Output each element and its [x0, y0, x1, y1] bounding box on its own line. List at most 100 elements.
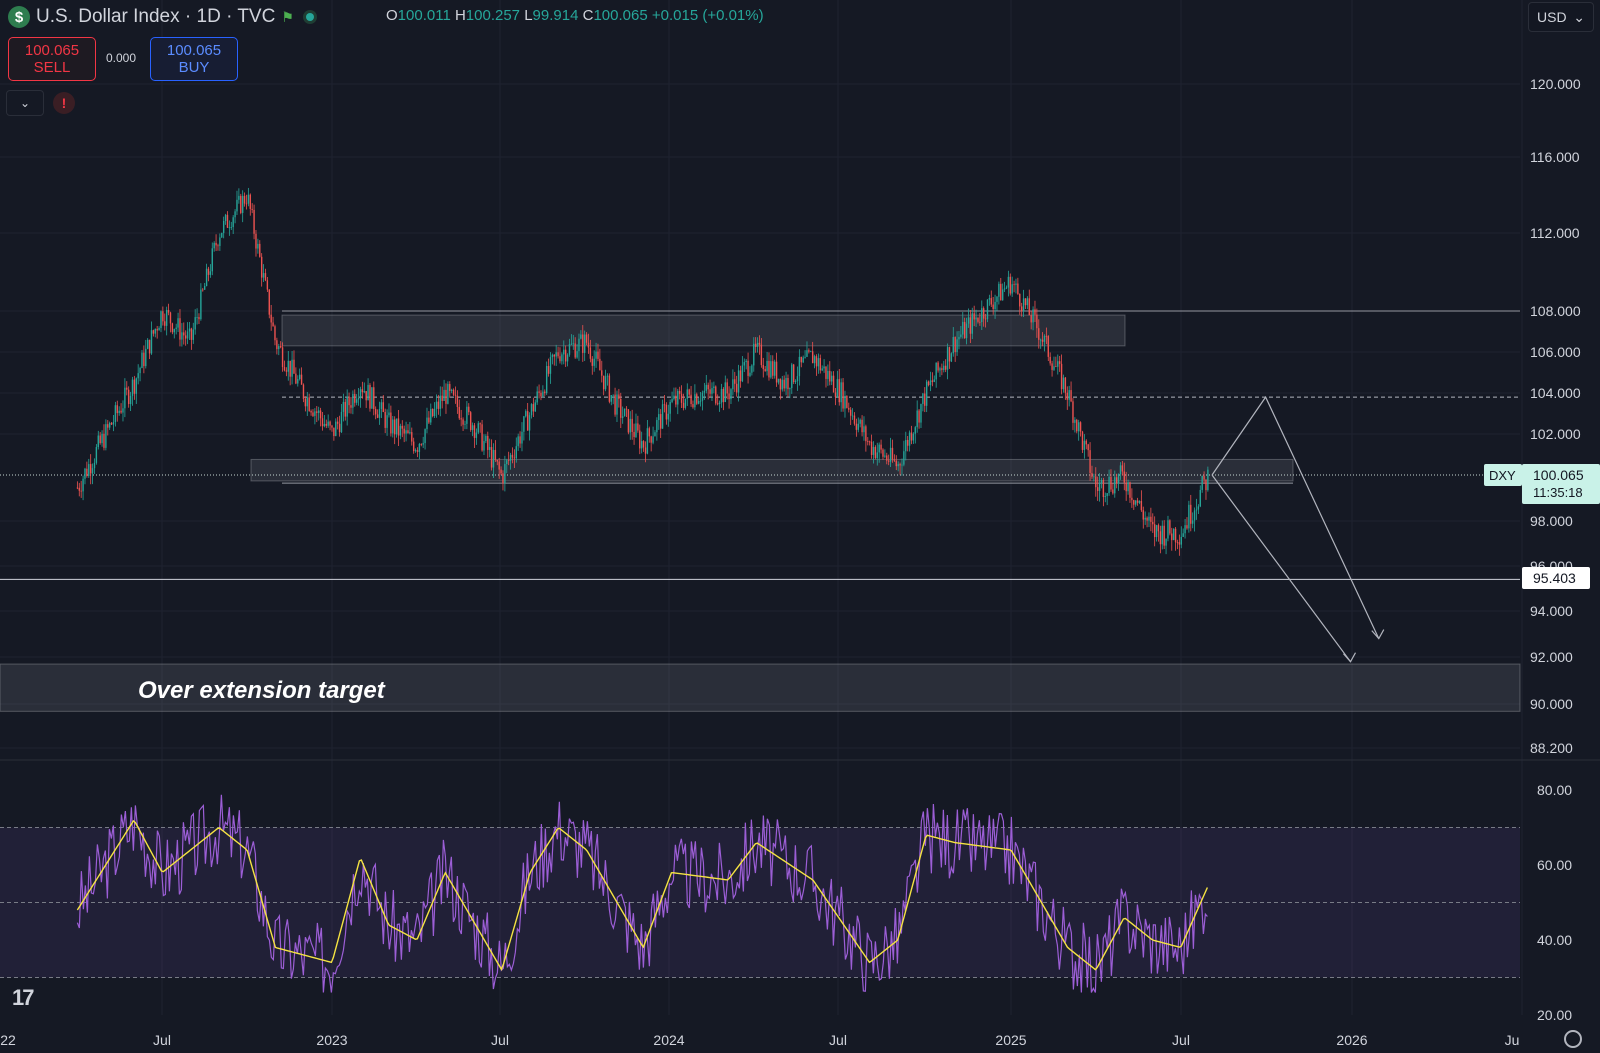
flag-icon[interactable]: ⚑ — [281, 8, 294, 25]
candle-body — [221, 232, 223, 238]
candle-body — [80, 490, 82, 492]
candle-body — [794, 381, 797, 383]
candle-body — [574, 343, 576, 358]
candle-body — [1083, 440, 1086, 450]
candle-body — [773, 361, 776, 376]
candle-body — [578, 338, 580, 352]
candle-body — [382, 402, 384, 412]
candle-body — [403, 428, 405, 434]
symbol-header[interactable]: $ U.S. Dollar Index · 1D · TVC ⚑ — [8, 4, 318, 30]
candle-body — [471, 425, 474, 430]
candle-body — [431, 408, 434, 417]
candle-body — [547, 366, 550, 374]
price-axis-label: 106.000 — [1530, 344, 1581, 360]
candle-body — [156, 328, 158, 331]
candle-body — [538, 391, 540, 393]
candle-body — [177, 318, 179, 328]
currency-select[interactable]: USD ⌄ — [1528, 2, 1594, 32]
candle-body — [796, 376, 799, 382]
candle-body — [1036, 314, 1038, 329]
candle-body — [1134, 500, 1137, 505]
candle-body — [122, 408, 124, 413]
candle-body — [678, 390, 681, 394]
candle-body — [901, 464, 903, 466]
candle-body — [867, 441, 869, 442]
tradingview-logo[interactable]: 17 — [12, 985, 35, 1010]
candle-body — [644, 447, 647, 454]
buy-button[interactable]: 100.065 BUY — [150, 37, 238, 81]
rsi-ma-line — [76, 819, 1209, 971]
candle-body — [555, 352, 557, 357]
collapse-legend-button[interactable]: ⌄ — [6, 90, 44, 116]
candle-body — [1032, 309, 1034, 323]
price-axis-label: 120.000 — [1530, 76, 1581, 92]
candle-body — [1015, 283, 1017, 285]
candle-body — [219, 237, 221, 246]
candle-body — [1207, 469, 1209, 491]
candle-body — [977, 317, 979, 322]
candle-body — [249, 194, 251, 209]
settings-icon[interactable] — [1564, 1030, 1582, 1048]
projection-path-1 — [1211, 395, 1380, 639]
rsi-axis-label: 60.00 — [1537, 857, 1572, 873]
candle-body — [1095, 476, 1097, 488]
candle-body — [975, 317, 977, 320]
candle-body — [652, 436, 654, 443]
candle-body — [240, 195, 242, 213]
candle-body — [908, 432, 911, 446]
candle-body — [669, 401, 671, 414]
arrow-head-1 — [1371, 629, 1385, 640]
candle-body — [673, 395, 675, 400]
candle-body — [445, 389, 447, 404]
candle-body — [891, 447, 894, 460]
alert-icon[interactable]: ! — [53, 92, 75, 114]
price-axis-label: 92.000 — [1530, 649, 1573, 665]
candle-body — [986, 299, 989, 320]
candle-body — [116, 405, 118, 414]
candle-body — [781, 379, 783, 390]
candle-body — [620, 398, 622, 418]
symbol-title[interactable]: U.S. Dollar Index · 1D · TVC — [36, 6, 276, 27]
candle-body — [1053, 366, 1055, 370]
candle-body — [1199, 489, 1201, 507]
candle-body — [350, 405, 352, 408]
candle-body — [768, 360, 770, 378]
candle-body — [1190, 504, 1192, 524]
candle-body — [764, 369, 766, 372]
candle-body — [154, 328, 156, 334]
candle-body — [175, 327, 177, 329]
candle-body — [848, 407, 850, 410]
candle-body — [525, 411, 527, 417]
candle-body — [428, 417, 430, 423]
candle-body — [1057, 361, 1059, 367]
candle-body — [686, 389, 688, 399]
candle-body — [604, 376, 607, 390]
candle-body — [127, 389, 130, 405]
candle-body — [490, 447, 493, 468]
candle-body — [1148, 516, 1150, 521]
candle-body — [557, 352, 559, 357]
candle-body — [589, 347, 592, 359]
level-tag — [1522, 567, 1590, 589]
candle-body — [260, 256, 263, 278]
candle-body — [1001, 289, 1004, 301]
sell-button[interactable]: 100.065 SELL — [8, 37, 96, 81]
candle-body — [730, 389, 732, 400]
candle-body — [661, 404, 664, 429]
candle-body — [1144, 517, 1146, 520]
annotation-text: Over extension target — [138, 677, 386, 704]
candle-body — [424, 429, 426, 444]
candle-body — [865, 426, 867, 442]
candle-body — [82, 478, 84, 492]
candle-body — [308, 397, 310, 412]
candle-body — [551, 354, 554, 358]
time-axis-label: Jul — [153, 1032, 171, 1048]
candle-body — [274, 326, 276, 341]
candle-body — [1007, 276, 1010, 288]
candle-body — [414, 450, 417, 452]
candle-body — [929, 380, 932, 386]
candle-body — [141, 352, 143, 368]
candle-body — [1102, 480, 1105, 497]
candle-body — [494, 449, 497, 460]
